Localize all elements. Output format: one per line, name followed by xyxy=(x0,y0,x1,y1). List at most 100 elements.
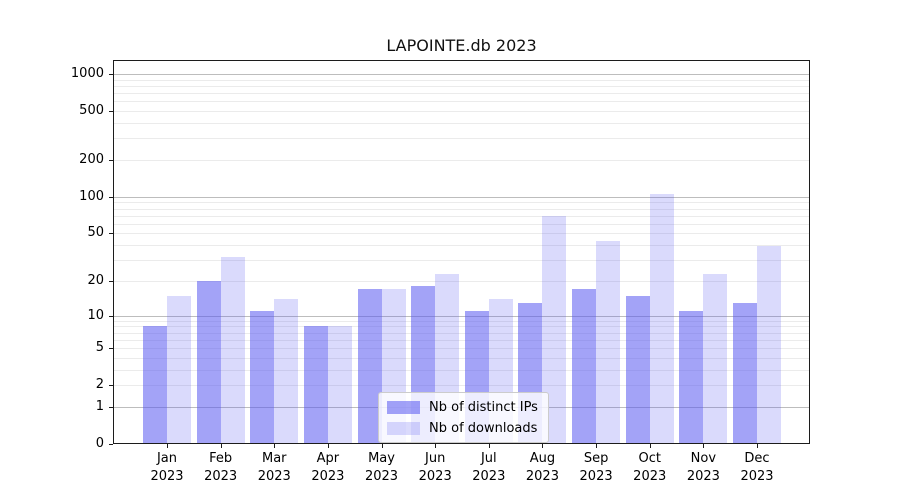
y-tick-mark xyxy=(109,160,113,162)
y-tick-label: 1000 xyxy=(70,66,104,82)
y-gridline-minor xyxy=(113,101,810,103)
y-gridline-minor xyxy=(113,215,810,217)
legend-item-ips: Nb of distinct IPs xyxy=(387,398,540,416)
y-gridline-minor xyxy=(113,280,810,282)
legend-label-ips: Nb of distinct IPs xyxy=(429,399,538,415)
bar-downloads-sep xyxy=(596,241,621,444)
x-tick-mark xyxy=(756,444,758,448)
y-gridline-minor xyxy=(113,339,810,341)
x-tick-year: 2023 xyxy=(364,469,399,484)
x-tick-year: 2023 xyxy=(472,469,506,484)
y-gridline-minor xyxy=(113,260,810,262)
x-tick-label: Jan 2023 xyxy=(135,450,199,486)
y-gridline-minor xyxy=(113,160,810,162)
legend-label-downloads: Nb of downloads xyxy=(429,420,538,436)
bar-ips-feb xyxy=(196,280,221,444)
legend-item-downloads: Nb of downloads xyxy=(387,419,540,437)
x-tick-year: 2023 xyxy=(686,469,720,484)
y-gridline-minor xyxy=(113,357,810,359)
y-gridline-minor xyxy=(113,385,810,387)
y-tick-mark xyxy=(109,385,113,387)
y-tick-label: 50 xyxy=(87,225,104,241)
x-tick-label: Jun 2023 xyxy=(403,450,467,486)
y-gridline-minor xyxy=(113,208,810,210)
bar-downloads-dec xyxy=(756,246,781,444)
bar-ips-nov xyxy=(679,310,704,444)
x-tick-label: Apr 2023 xyxy=(296,450,360,486)
x-tick-year: 2023 xyxy=(257,469,291,484)
x-tick-year: 2023 xyxy=(740,469,774,484)
bar-ips-apr xyxy=(303,326,328,444)
x-tick-label: Oct 2023 xyxy=(618,450,682,486)
bar-ips-may xyxy=(357,289,382,444)
y-tick-label: 5 xyxy=(95,340,104,356)
legend-swatch-ips xyxy=(387,400,420,414)
y-gridline-minor xyxy=(113,138,810,140)
bar-downloads-mar xyxy=(274,298,299,444)
y-gridline-minor xyxy=(113,123,810,125)
y-tick-mark xyxy=(109,233,113,235)
x-tick-year: 2023 xyxy=(418,469,452,484)
x-tick-label: Nov 2023 xyxy=(671,450,735,486)
y-gridline-major xyxy=(113,315,810,317)
bar-downloads-nov xyxy=(703,273,728,444)
x-tick-label: Dec 2023 xyxy=(725,450,789,486)
bar-ips-mar xyxy=(250,310,275,444)
x-tick-label: Jul 2023 xyxy=(457,450,521,486)
x-tick-year: 2023 xyxy=(525,469,559,484)
chart-title: LAPOINTE.db 2023 xyxy=(386,36,537,55)
y-gridline-minor xyxy=(113,111,810,113)
y-gridline-minor xyxy=(113,326,810,328)
y-gridline-minor xyxy=(113,332,810,334)
x-tick-year: 2023 xyxy=(150,469,184,484)
y-tick-mark xyxy=(109,74,113,76)
x-tick-year: 2023 xyxy=(311,469,345,484)
legend-swatch-downloads xyxy=(387,421,420,435)
y-tick-label: 100 xyxy=(79,188,104,204)
bar-downloads-feb xyxy=(220,256,245,444)
y-tick-mark xyxy=(109,406,113,408)
y-gridline-minor xyxy=(113,202,810,204)
x-tick-label: Sep 2023 xyxy=(564,450,628,486)
y-gridline-minor xyxy=(113,348,810,350)
bar-ips-sep xyxy=(572,289,597,444)
y-tick-mark xyxy=(109,111,113,113)
x-tick-mark xyxy=(381,444,383,448)
y-gridline-minor xyxy=(113,93,810,95)
y-tick-label: 10 xyxy=(87,307,104,323)
x-tick-label: Aug 2023 xyxy=(510,450,574,486)
y-tick-label: 200 xyxy=(79,152,104,168)
y-tick-label: 2 xyxy=(95,377,104,393)
x-tick-year: 2023 xyxy=(204,469,238,484)
bar-downloads-jan xyxy=(167,295,191,444)
x-tick-mark xyxy=(542,444,544,448)
y-gridline-minor xyxy=(113,245,810,247)
y-tick-label: 1 xyxy=(95,398,104,414)
x-tick-mark xyxy=(274,444,276,448)
bar-downloads-oct xyxy=(649,194,674,444)
x-tick-mark xyxy=(488,444,490,448)
x-tick-mark xyxy=(220,444,222,448)
y-gridline-minor xyxy=(113,320,810,322)
y-tick-mark xyxy=(109,348,113,350)
y-gridline-minor xyxy=(113,79,810,81)
x-tick-label: Feb 2023 xyxy=(189,450,253,486)
y-tick-label: 0 xyxy=(95,436,104,451)
y-gridline-minor xyxy=(113,369,810,371)
x-tick-mark xyxy=(596,444,598,448)
x-tick-mark xyxy=(327,444,329,448)
y-tick-mark xyxy=(109,444,113,445)
y-gridline-minor xyxy=(113,85,810,87)
legend: Nb of distinct IPs Nb of downloads xyxy=(378,392,549,443)
y-gridline-minor xyxy=(113,233,810,235)
x-tick-year: 2023 xyxy=(579,469,613,484)
bar-ips-jan xyxy=(143,326,167,444)
plot-area xyxy=(113,60,810,444)
bar-downloads-apr xyxy=(327,326,352,444)
y-tick-label: 20 xyxy=(87,272,104,288)
y-gridline-minor xyxy=(113,223,810,225)
y-tick-mark xyxy=(109,280,113,282)
y-tick-mark xyxy=(109,315,113,317)
x-tick-label: Mar 2023 xyxy=(242,450,306,486)
x-tick-mark xyxy=(703,444,705,448)
